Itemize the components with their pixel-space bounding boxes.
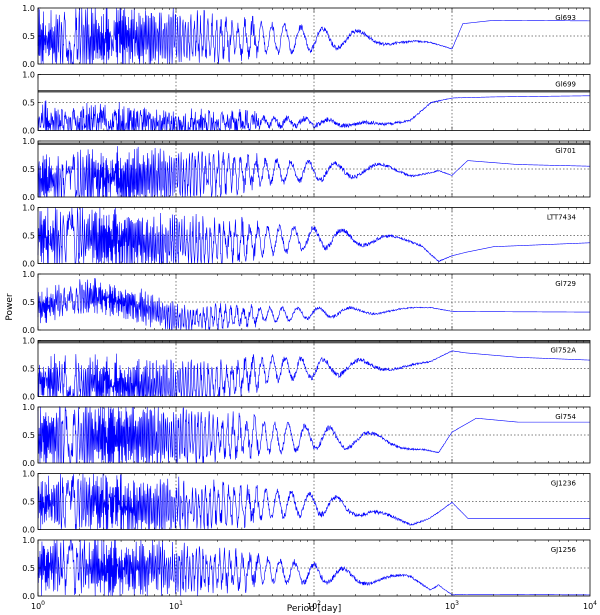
periodogram-line xyxy=(37,7,590,65)
y-tick-label: 0.0 xyxy=(22,260,35,269)
x-tick-label: 101 xyxy=(169,600,183,611)
periodogram-line xyxy=(37,539,590,597)
x-tick-label: 103 xyxy=(445,600,459,611)
x-tick-label: 104 xyxy=(583,600,597,611)
periodogram-line xyxy=(37,278,590,331)
y-tick-label: 0.5 xyxy=(22,32,35,41)
y-tick-label: 0.0 xyxy=(22,592,35,601)
panel-name-label: GJ1256 xyxy=(551,546,577,554)
y-tick-label: 0.5 xyxy=(22,298,35,307)
panel-name-label: Gl754 xyxy=(555,413,576,421)
panel: 0.0 0.5 1.0 GJ1256 xyxy=(22,536,591,601)
panel-name-label: Gl752A xyxy=(550,347,576,355)
y-tick-label: 0.5 xyxy=(22,431,35,440)
y-tick-label: 1.0 xyxy=(22,337,35,346)
y-tick-label: 1.0 xyxy=(22,536,35,545)
panel-name-label: Gl701 xyxy=(555,147,576,155)
y-tick-label: 1.0 xyxy=(22,403,35,412)
panel-name-label: Gl693 xyxy=(555,14,576,22)
y-tick-label: 1.0 xyxy=(22,470,35,479)
panel-name-label: LTT7434 xyxy=(547,214,577,222)
panel: 0.0 0.5 1.0 Gl752A xyxy=(22,337,591,402)
panel-name-label: GJ1236 xyxy=(551,480,577,488)
y-tick-label: 0.5 xyxy=(22,99,35,108)
y-tick-label: 0.5 xyxy=(22,498,35,507)
periodogram-line xyxy=(37,473,590,530)
y-tick-label: 1.0 xyxy=(22,4,35,13)
y-tick-label: 1.0 xyxy=(22,270,35,279)
periodogram-line xyxy=(37,350,591,397)
y-tick-label: 1.0 xyxy=(22,204,35,213)
y-tick-label: 0.5 xyxy=(22,365,35,374)
y-tick-label: 0.0 xyxy=(22,526,35,535)
x-axis-label: Period [day] xyxy=(287,604,342,614)
panel: 0.0 0.5 1.0 LTT7434 xyxy=(22,204,591,269)
panel: 0.0 0.5 1.0 Gl693 xyxy=(22,4,591,69)
y-tick-label: 1.0 xyxy=(22,137,35,146)
panel: 0.0 0.5 1.0 Gl701 xyxy=(22,137,591,202)
panel-name-label: Gl729 xyxy=(555,280,576,288)
panel: 0.0 0.5 1.0 Gl754 xyxy=(22,403,591,468)
x-tick-label: 102 xyxy=(307,600,321,611)
y-tick-label: 0.5 xyxy=(22,165,35,174)
y-tick-label: 0.5 xyxy=(22,232,35,241)
x-tick-label: 100 xyxy=(31,600,45,611)
y-tick-label: 0.5 xyxy=(22,564,35,573)
periodogram-line xyxy=(37,146,591,198)
y-tick-label: 1.0 xyxy=(22,71,35,80)
periodogram-line xyxy=(37,207,591,265)
panel: 0.0 0.5 1.0 GJ1236 xyxy=(22,470,591,535)
y-axis-label: Power xyxy=(5,293,15,321)
y-tick-label: 0.0 xyxy=(22,326,35,335)
y-tick-label: 0.0 xyxy=(22,60,35,69)
y-tick-label: 0.0 xyxy=(22,193,35,202)
panels-group: 0.0 0.5 1.0 Gl693 0.0 0.5 1.0 Gl699 0.0 0.5 1.0 Gl7… xyxy=(22,4,591,601)
y-tick-label: 0.0 xyxy=(22,459,35,468)
panel: 0.0 0.5 1.0 Gl699 xyxy=(22,71,591,136)
periodogram-line xyxy=(37,405,590,464)
y-tick-label: 0.0 xyxy=(22,127,35,136)
x-tick-labels: 100 101 102 103 104 xyxy=(31,600,597,611)
y-tick-label: 0.0 xyxy=(22,393,35,402)
panel: 0.0 0.5 1.0 Gl729 xyxy=(22,270,591,335)
panel-name-label: Gl699 xyxy=(555,81,576,89)
